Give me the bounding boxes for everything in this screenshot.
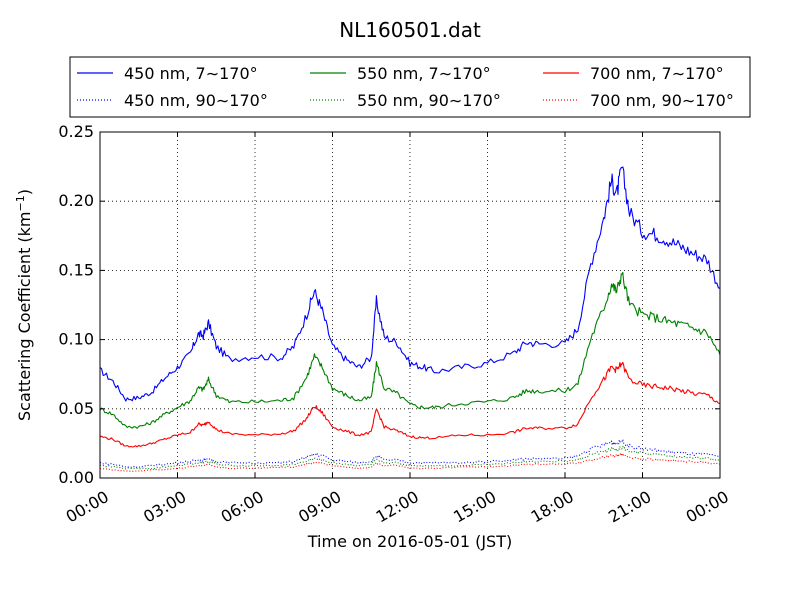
x-tick-label: 06:00 (218, 487, 267, 527)
y-axis-label-close: ) (15, 189, 34, 195)
grid (100, 132, 720, 478)
legend-label: 550 nm, 90∼170° (357, 91, 501, 110)
axis-ticks: 00:00 03:00 06:00 09:00 12:00 15:00 18:00 21:00… (58, 122, 732, 527)
x-axis-label: Time on 2016-05-01 (JST) (307, 532, 512, 551)
legend-label: 700 nm, 90∼170° (590, 91, 734, 110)
y-tick-label: 0.25 (58, 122, 94, 141)
y-tick-label: 0.15 (58, 260, 94, 279)
legend-label: 700 nm, 7∼170° (590, 64, 724, 83)
legend-box (69, 56, 751, 118)
series-line (99, 445, 721, 470)
series-line (99, 438, 721, 469)
x-tick-label: 15:00 (450, 487, 499, 527)
y-tick-label: 0.00 (58, 468, 94, 487)
legend-label: 550 nm, 7∼170° (357, 64, 491, 83)
y-axis-label: Scattering Coefficient (km−1) (14, 189, 34, 421)
legend: 450 nm, 7∼170° 550 nm, 7∼170° 700 nm, 7∼17… (69, 56, 751, 118)
series-line (99, 271, 721, 429)
chart-title: NL160501.dat (339, 18, 481, 42)
series-line (99, 361, 721, 448)
y-axis-label-superscript: −1 (14, 195, 27, 211)
y-axis-label-main: Scattering Coefficient (km (15, 211, 34, 421)
x-tick-label: 00:00 (683, 487, 732, 527)
series-line (99, 166, 721, 402)
legend-label: 450 nm, 7∼170° (124, 64, 258, 83)
legend-label: 450 nm, 90∼170° (124, 91, 268, 110)
x-tick-label: 18:00 (528, 487, 577, 527)
x-tick-label: 03:00 (140, 487, 189, 527)
y-tick-label: 0.05 (58, 399, 94, 418)
x-tick-label: 00:00 (63, 487, 112, 527)
y-tick-label: 0.10 (58, 330, 94, 349)
x-tick-label: 09:00 (295, 487, 344, 527)
series-layer (99, 166, 721, 472)
x-tick-label: 12:00 (373, 487, 422, 527)
y-tick-label: 0.20 (58, 191, 94, 210)
x-tick-label: 21:00 (605, 487, 654, 527)
